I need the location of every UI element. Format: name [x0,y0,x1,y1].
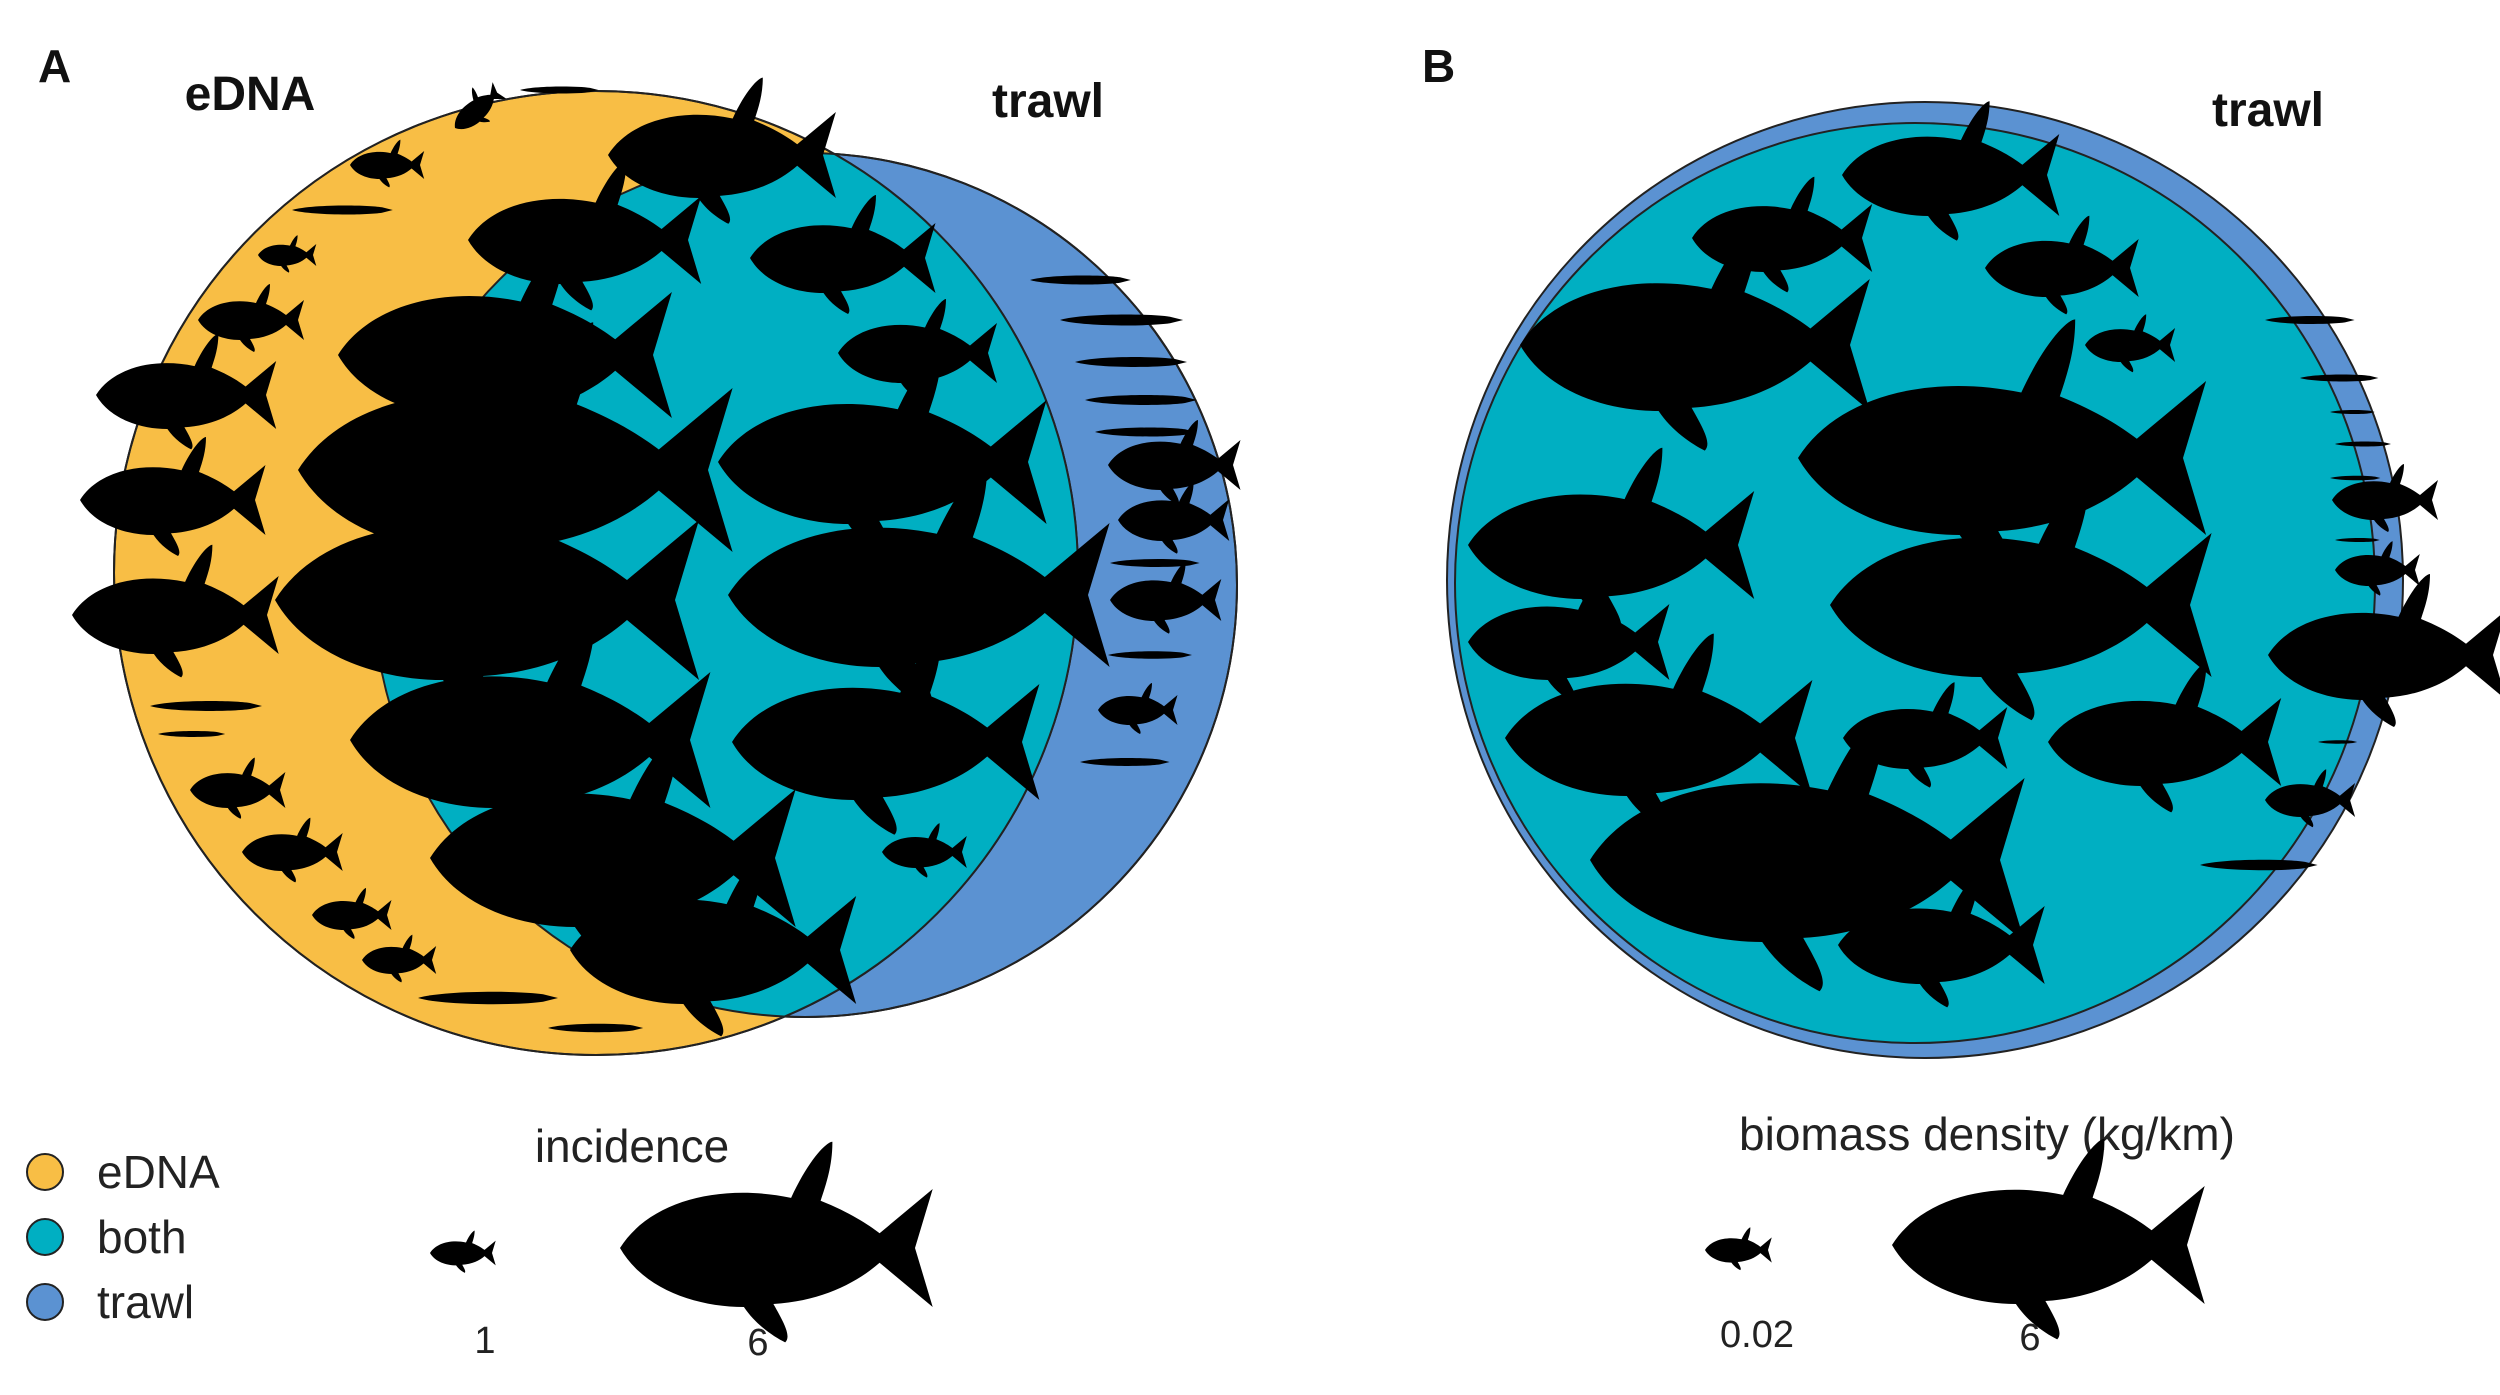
legend-swatch-both [26,1218,64,1256]
panel-b: B trawl [1422,40,2500,1059]
panel-a-edna-label: eDNA [185,68,316,121]
panel-b-letter: B [1422,40,1455,92]
legend-swatch-trawl [26,1283,64,1321]
incidence-scale-min: 1 [474,1320,495,1362]
legend-swatch-edna [26,1153,64,1191]
legend-label-both: both [97,1211,187,1263]
biomass-scale-title: biomass density (kg/km) [1739,1108,2235,1160]
incidence-scale: incidence 1 6 [430,1120,933,1364]
biomass-scale: biomass density (kg/km) 0.02 6 [1705,1108,2235,1359]
panel-a-trawl-label: trawl [992,75,1104,128]
legend-label-edna: eDNA [97,1146,220,1198]
incidence-scale-title: incidence [535,1120,729,1172]
panel-a: A eDNA trawl [38,40,1241,1056]
biomass-scale-max: 6 [2019,1317,2040,1359]
biomass-scale-min: 0.02 [1720,1314,1794,1356]
fish-large-icon [1892,1138,2205,1340]
legend: eDNA both trawl [26,1146,220,1328]
legend-label-trawl: trawl [97,1276,194,1328]
fish-small-icon [1705,1227,1772,1271]
fish-icon [520,86,599,94]
panel-a-letter: A [38,40,71,92]
fish-small-icon [430,1230,496,1273]
incidence-scale-max: 6 [747,1322,768,1364]
panel-b-trawl-label: trawl [2212,84,2324,137]
